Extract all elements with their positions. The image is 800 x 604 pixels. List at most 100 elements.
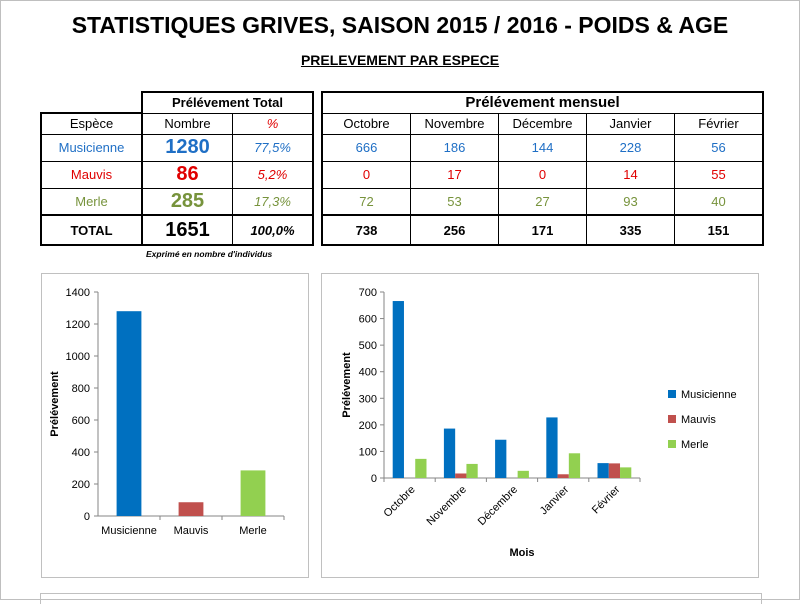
month-header: Février <box>674 112 764 135</box>
bar-merle-février <box>620 467 632 478</box>
y-tick-label: 100 <box>359 446 377 458</box>
total-header: Prélévement Total <box>141 91 314 114</box>
x-tick-label: Novembre <box>425 484 469 528</box>
y-tick-label: 500 <box>359 340 377 352</box>
y-tick-label: 400 <box>72 447 90 459</box>
month-header: Décembre <box>498 112 587 135</box>
legend-swatch-mauvis <box>668 415 676 423</box>
x-tick-label: Mauvis <box>174 525 209 537</box>
monthly-header: Prélévement mensuel <box>321 91 764 114</box>
bar-mauvis-novembre <box>455 473 467 478</box>
y-tick-label: 600 <box>359 314 377 326</box>
y-tick-label: 800 <box>72 383 90 395</box>
monthly-total: 256 <box>410 214 499 246</box>
monthly-cell: 228 <box>586 133 675 162</box>
bar-mauvis <box>178 502 204 516</box>
x-tick-label: Merle <box>239 525 267 537</box>
bar-merle-novembre <box>466 463 478 478</box>
bottom-section <box>40 593 762 604</box>
total-table: Prélévement Total Espèce Nombre % Musici… <box>40 91 314 246</box>
count-merle: 285 <box>141 187 233 216</box>
x-tick-label: Décembre <box>476 484 520 528</box>
bar-musicienne-octobre <box>392 301 404 478</box>
x-axis-title: Mois <box>509 547 534 559</box>
bar-musicienne <box>116 311 142 516</box>
monthly-cell: 0 <box>321 160 411 189</box>
monthly-total: 335 <box>586 214 675 246</box>
bar-mauvis-février <box>608 463 621 478</box>
y-tick-label: 1200 <box>66 319 90 331</box>
monthly-cell: 53 <box>410 187 499 216</box>
page-subtitle: PRELEVEMENT PAR ESPECE <box>300 52 500 68</box>
bar-musicienne-février <box>597 463 609 478</box>
y-tick-label: 1000 <box>66 351 90 363</box>
species-mauvis: Mauvis <box>40 161 143 189</box>
monthly-cell: 186 <box>410 133 499 162</box>
pct-merle: 17,3% <box>232 187 314 216</box>
bar-merle-octobre <box>415 458 427 478</box>
count-mauvis: 86 <box>141 160 233 189</box>
total-label: TOTAL <box>40 214 143 246</box>
y-axis-title: Prélévement <box>341 352 353 418</box>
x-tick-label: Musicienne <box>101 525 157 537</box>
monthly-cell: 14 <box>586 160 675 189</box>
bar-merle <box>240 470 266 516</box>
monthly-cell: 72 <box>321 187 411 216</box>
y-tick-label: 0 <box>84 511 90 523</box>
species-merle: Merle <box>40 188 143 216</box>
legend-label-musicienne: Musicienne <box>681 389 737 401</box>
monthly-cell: 55 <box>674 160 764 189</box>
page-title: STATISTIQUES GRIVES, SAISON 2015 / 2016 … <box>71 12 729 38</box>
pct-header: % <box>232 112 314 135</box>
y-tick-label: 0 <box>371 473 377 485</box>
total-pct: 100,0% <box>232 214 314 246</box>
legend-swatch-musicienne <box>668 390 676 398</box>
pct-musicienne: 77,5% <box>232 133 314 162</box>
chart-total: 0 200 400 600 800 1000 1200 1400 Musicienne Mauvi… <box>49 287 285 537</box>
monthly-table: Prélévement mensuel Octobre Novembre Déc… <box>321 91 764 246</box>
y-tick-label: 600 <box>72 415 90 427</box>
y-tick-label: 200 <box>72 479 90 491</box>
chart-monthly-box: 0 100 200 300 400 500 600 700 Octobre Novembre Déc… <box>321 273 759 578</box>
count-musicienne: 1280 <box>141 133 233 162</box>
legend-label-merle: Merle <box>681 439 709 451</box>
monthly-total: 738 <box>321 214 411 246</box>
monthly-cell: 93 <box>586 187 675 216</box>
bar-merle-janvier <box>568 453 581 478</box>
monthly-cell: 27 <box>498 187 587 216</box>
total-count: 1651 <box>141 214 233 246</box>
chart-total-box: 0 200 400 600 800 1000 1200 1400 Musicienne Mauvi… <box>41 273 309 578</box>
species-musicienne: Musicienne <box>40 134 143 162</box>
x-tick-label: Février <box>590 483 623 516</box>
monthly-cell: 0 <box>498 160 587 189</box>
species-header: Espèce <box>40 112 143 135</box>
chart-monthly: 0 100 200 300 400 500 600 700 Octobre Novembre Déc… <box>341 287 737 559</box>
y-tick-label: 300 <box>359 393 377 405</box>
pct-mauvis: 5,2% <box>232 160 314 189</box>
y-tick-label: 400 <box>359 367 377 379</box>
bar-musicienne-janvier <box>546 417 558 478</box>
y-axis-title: Prélévement <box>49 371 61 437</box>
legend-label-mauvis: Mauvis <box>681 414 716 426</box>
table-note: Exprimé en nombre d'individus <box>146 249 273 259</box>
x-tick-label: Octobre <box>382 484 418 520</box>
bar-musicienne-novembre <box>443 428 456 478</box>
monthly-cell: 144 <box>498 133 587 162</box>
month-header: Octobre <box>321 112 411 135</box>
x-tick-label: Janvier <box>538 483 572 517</box>
month-header: Novembre <box>410 112 499 135</box>
bar-musicienne-décembre <box>495 439 507 478</box>
monthly-cell: 56 <box>674 133 764 162</box>
monthly-cell: 40 <box>674 187 764 216</box>
monthly-cell: 666 <box>321 133 411 162</box>
legend-swatch-merle <box>668 440 676 448</box>
bar-mauvis-janvier <box>557 474 569 478</box>
bar-merle-décembre <box>517 470 529 478</box>
y-tick-label: 200 <box>359 420 377 432</box>
month-header: Janvier <box>586 112 675 135</box>
monthly-total: 171 <box>498 214 587 246</box>
count-header: Nombre <box>141 112 233 135</box>
monthly-total: 151 <box>674 214 764 246</box>
monthly-cell: 17 <box>410 160 499 189</box>
y-tick-label: 1400 <box>66 287 90 299</box>
